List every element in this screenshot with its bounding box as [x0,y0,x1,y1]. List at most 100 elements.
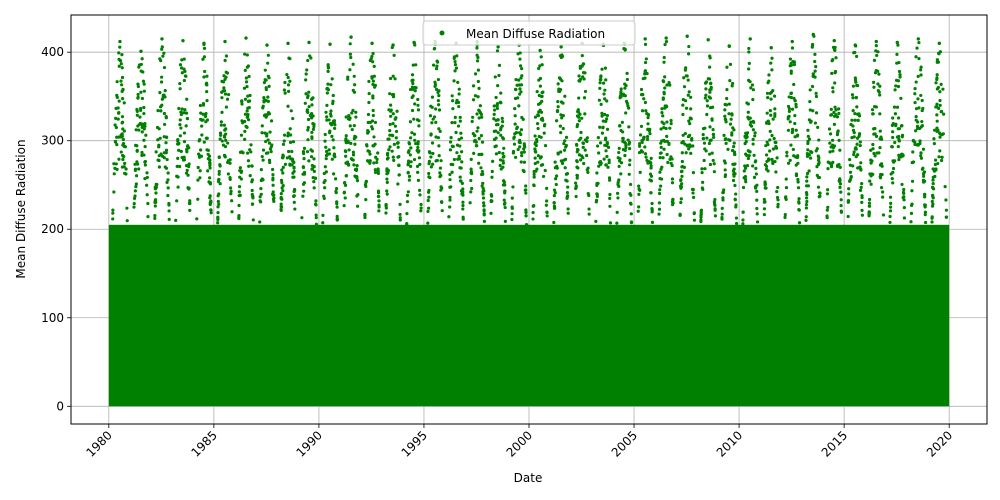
annual-peak-group [384,43,402,222]
data-point [185,150,189,154]
data-point [522,143,527,148]
data-point [490,169,494,174]
data-point [831,149,835,153]
data-point [385,189,389,193]
data-point [562,141,566,146]
data-point [448,140,453,144]
data-point [473,72,478,76]
data-point [603,88,607,92]
data-point [751,137,755,141]
data-point [198,138,202,142]
data-point [923,210,927,214]
data-point [160,45,164,49]
data-point [453,59,457,64]
data-point [281,142,286,146]
data-point [916,97,920,101]
data-point [576,166,580,170]
data-point [117,157,121,161]
data-point [178,134,182,138]
data-point [854,95,858,100]
data-point [311,121,315,126]
data-point [603,97,607,101]
data-point [902,216,907,220]
data-point [877,72,881,76]
data-point [770,90,774,94]
data-point [871,112,875,116]
data-point [730,84,734,88]
data-point [838,182,843,186]
data-point [671,201,675,205]
data-point [435,158,439,163]
data-point [370,127,375,131]
data-point [187,162,191,166]
data-point [852,150,856,154]
data-point [830,138,835,142]
data-point [288,127,292,131]
data-point [532,183,536,188]
data-point [685,143,689,147]
data-point [410,108,415,113]
data-point [816,125,820,130]
data-point [783,212,787,217]
data-point [417,188,422,192]
data-point [407,174,412,178]
data-point [832,110,836,115]
data-point [797,207,801,212]
data-point [475,112,479,116]
data-point [930,215,934,219]
data-point [535,122,540,126]
data-point [388,122,392,126]
data-point [897,134,901,139]
data-point [875,53,879,58]
data-point [639,93,644,97]
data-point [605,99,609,103]
data-point [765,140,769,144]
data-point [923,195,927,199]
data-point [117,64,121,68]
data-point [335,217,339,221]
data-point [595,192,599,196]
data-point [605,140,609,145]
data-point [710,105,715,109]
data-point [353,168,357,172]
data-point [354,175,358,179]
data-point [428,151,432,155]
peak-point [811,32,815,37]
data-point [260,177,264,181]
data-point [426,221,430,225]
data-point [179,66,184,70]
data-point [921,106,925,111]
data-point [650,201,654,206]
data-point [933,174,937,179]
data-point [245,109,249,113]
data-point [307,105,311,109]
data-point [398,218,402,222]
data-point [846,214,850,219]
data-point [574,186,578,191]
data-point [728,122,733,126]
data-point [139,106,143,111]
data-point [397,173,401,177]
data-point [558,124,562,128]
data-point [872,85,876,89]
data-point [347,148,351,152]
data-point [184,111,189,115]
data-point [791,147,795,152]
data-point [392,53,396,57]
data-point [731,169,736,173]
data-point [208,161,212,165]
data-point [773,107,777,111]
data-point [689,107,693,111]
data-point [476,126,480,130]
data-point [649,166,653,170]
data-point [629,221,634,225]
data-point [858,140,862,144]
data-point [153,198,158,202]
data-point [536,160,540,164]
data-point [145,175,149,180]
data-point [436,77,441,82]
data-point [898,72,902,77]
data-point [522,160,527,164]
data-point [943,185,947,189]
data-point [680,169,684,173]
